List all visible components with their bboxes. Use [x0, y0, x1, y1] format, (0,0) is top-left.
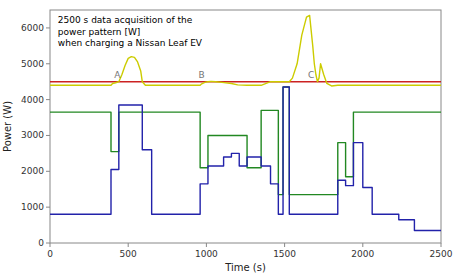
y-tick: [46, 27, 50, 28]
y-tick-label: 6000: [21, 23, 44, 33]
line-series: [50, 81, 441, 82]
x-tick: [362, 243, 363, 247]
annotation: C: [308, 70, 314, 80]
x-tick-label: 1500: [273, 249, 296, 259]
chart: 0 500 1000 1500 2000 2500 0 1000 2000 3000 4000 500…: [0, 0, 453, 277]
y-tick: [46, 135, 50, 136]
y-tick: [46, 99, 50, 100]
x-tick-label: 500: [120, 249, 137, 259]
y-tick-label: 2000: [21, 166, 44, 176]
y-tick: [46, 63, 50, 64]
annotation: B: [199, 70, 205, 80]
x-tick: [206, 243, 207, 247]
y-tick-label: 0: [38, 238, 44, 248]
y-tick: [46, 171, 50, 172]
y-tick-label: 4000: [21, 95, 44, 105]
line-series: [50, 15, 441, 86]
annotation: A: [114, 70, 121, 80]
x-tick: [50, 243, 51, 247]
y-axis-label: Power (W): [2, 101, 13, 152]
y-tick-label: 3000: [21, 130, 44, 140]
y-tick: [46, 243, 50, 244]
y-tick-label: 5000: [21, 59, 44, 69]
y-tick: [46, 207, 50, 208]
x-tick-label: 0: [47, 249, 53, 259]
title: 2500 s data acquisition of thepower patt…: [58, 15, 203, 48]
y-tick-label: 1000: [21, 202, 44, 212]
x-tick: [128, 243, 129, 247]
plot-frame: [50, 10, 441, 243]
x-tick-label: 1000: [195, 249, 218, 259]
plot-area: [50, 15, 441, 230]
line-series: [50, 87, 441, 195]
x-tick: [284, 243, 285, 247]
line-series: [50, 87, 441, 230]
x-tick: [441, 243, 442, 247]
x-tick-label: 2500: [430, 249, 453, 259]
x-tick-label: 2000: [351, 249, 374, 259]
x-axis-label: Time (s): [224, 262, 266, 273]
